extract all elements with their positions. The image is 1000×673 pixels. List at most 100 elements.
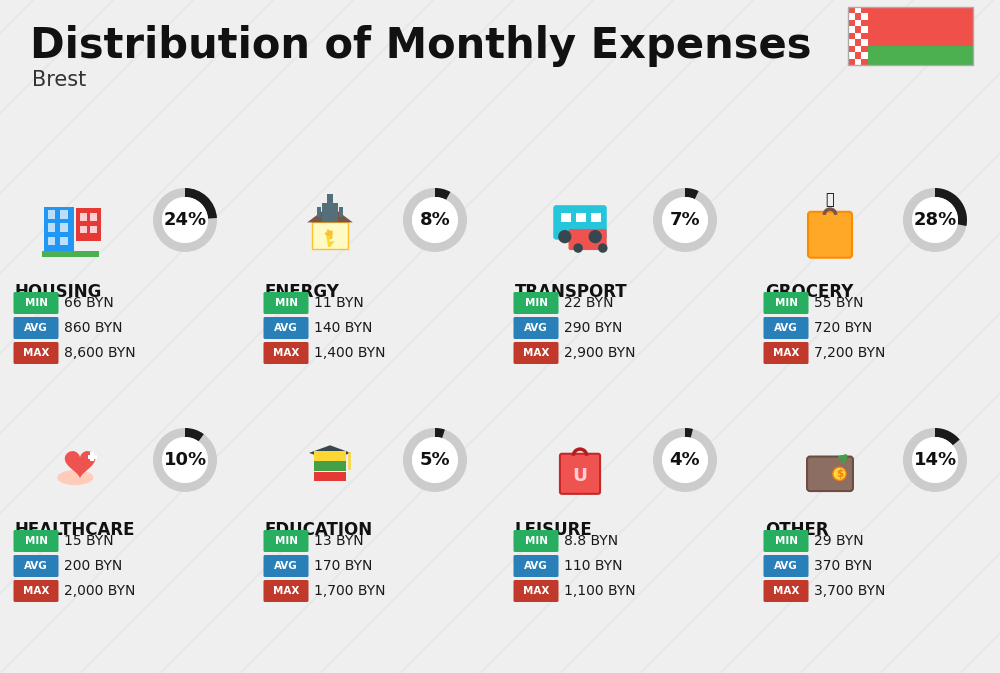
Text: 8%: 8% [420,211,450,229]
Text: MIN: MIN [24,298,48,308]
FancyBboxPatch shape [560,454,600,494]
Text: HEALTHCARE: HEALTHCARE [15,521,136,539]
Text: 14%: 14% [913,451,957,469]
Bar [314,472,346,481]
FancyBboxPatch shape [553,205,607,240]
Text: AVG: AVG [774,561,798,571]
Text: Brest: Brest [32,70,86,90]
Circle shape [598,244,608,253]
Circle shape [558,230,571,244]
Bar [855,52,861,59]
Wedge shape [653,428,717,492]
Bar [339,207,343,217]
Text: 3,700 BYN: 3,700 BYN [814,584,885,598]
Bar [42,251,99,256]
Text: 8.8 BYN: 8.8 BYN [564,534,618,548]
Text: MIN: MIN [24,536,48,546]
FancyBboxPatch shape [807,456,853,491]
Text: MAX: MAX [273,348,299,358]
Wedge shape [153,428,217,492]
Text: TRANSPORT: TRANSPORT [515,283,628,301]
Bar [591,213,601,222]
FancyBboxPatch shape [764,292,808,314]
Wedge shape [403,428,467,492]
Bar [48,237,55,245]
Bar [44,207,74,253]
Text: $: $ [836,469,843,479]
Circle shape [912,197,958,243]
Bar [322,203,338,222]
Bar [314,451,346,460]
Bar [868,7,973,46]
Circle shape [162,197,208,243]
Text: MAX: MAX [773,348,799,358]
Text: 860 BYN: 860 BYN [64,321,122,335]
FancyBboxPatch shape [264,292,308,314]
Text: MIN: MIN [274,298,298,308]
Text: 24%: 24% [163,211,207,229]
Text: ENERGY: ENERGY [265,283,340,301]
Text: 200 BYN: 200 BYN [64,559,122,573]
Text: 110 BYN: 110 BYN [564,559,622,573]
Text: OTHER: OTHER [765,521,829,539]
Ellipse shape [57,470,93,485]
Text: 1,100 BYN: 1,100 BYN [564,584,636,598]
Bar [90,225,97,234]
FancyBboxPatch shape [264,530,308,552]
Text: MIN: MIN [524,298,548,308]
Bar [848,7,855,13]
Bar [88,455,97,458]
Text: 13 BYN: 13 BYN [314,534,364,548]
Text: AVG: AVG [274,561,298,571]
Wedge shape [903,428,967,492]
Text: 2,900 BYN: 2,900 BYN [564,346,636,360]
Bar [76,208,101,241]
Text: 66 BYN: 66 BYN [64,296,114,310]
FancyBboxPatch shape [14,342,58,364]
FancyBboxPatch shape [514,317,558,339]
FancyBboxPatch shape [514,580,558,602]
Bar [848,20,855,26]
FancyBboxPatch shape [764,530,808,552]
FancyBboxPatch shape [264,342,308,364]
Wedge shape [903,188,967,252]
Text: Distribution of Monthly Expenses: Distribution of Monthly Expenses [30,25,812,67]
Bar [855,39,861,46]
Circle shape [162,437,208,483]
Wedge shape [435,428,445,438]
Polygon shape [65,451,95,479]
Text: 15 BYN: 15 BYN [64,534,114,548]
Bar [861,7,868,13]
Text: 8,600 BYN: 8,600 BYN [64,346,136,360]
Ellipse shape [833,467,846,481]
Text: AVG: AVG [524,561,548,571]
Text: 170 BYN: 170 BYN [314,559,372,573]
Bar [861,46,868,52]
Wedge shape [185,188,217,219]
Text: LEISURE: LEISURE [515,521,593,539]
Text: MAX: MAX [523,586,549,596]
FancyBboxPatch shape [764,342,808,364]
Text: AVG: AVG [774,323,798,333]
Polygon shape [309,446,351,460]
Text: MAX: MAX [773,586,799,596]
Bar [327,194,333,203]
Circle shape [912,437,958,483]
Bar [90,213,97,221]
Text: 5%: 5% [420,451,450,469]
FancyBboxPatch shape [14,580,58,602]
Bar [60,210,68,219]
Text: 10%: 10% [163,451,207,469]
FancyBboxPatch shape [14,555,58,577]
Bar [48,210,55,219]
Circle shape [412,197,458,243]
Bar [314,462,346,471]
Text: EDUCATION: EDUCATION [265,521,373,539]
FancyBboxPatch shape [14,530,58,552]
Bar [855,26,861,33]
Wedge shape [653,188,717,252]
Bar [861,20,868,26]
Text: 1,400 BYN: 1,400 BYN [314,346,386,360]
Text: 22 BYN: 22 BYN [564,296,614,310]
Text: MIN: MIN [774,298,798,308]
